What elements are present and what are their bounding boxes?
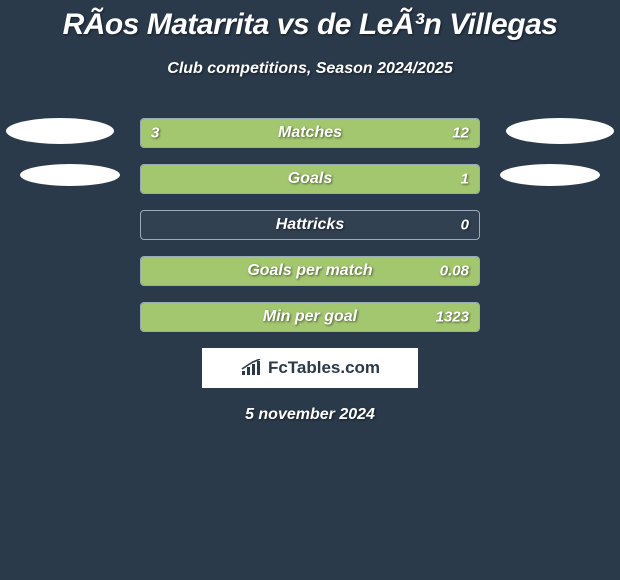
stat-row: Min per goal1323 [140, 302, 480, 332]
player-oval-left-2 [20, 164, 120, 186]
stat-row: Goals1 [140, 164, 480, 194]
chart-icon [240, 359, 262, 377]
stat-label: Matches [141, 124, 479, 142]
stat-bars: 3Matches12 Goals1 Hattricks0 Goals per matc… [140, 118, 480, 332]
stat-label: Min per goal [141, 308, 479, 326]
page-title: RÃ­os Matarrita vs de LeÃ³n Villegas [0, 0, 620, 42]
date-label: 5 november 2024 [0, 406, 620, 424]
player-oval-right-1 [506, 118, 614, 144]
stat-row: Goals per match0.08 [140, 256, 480, 286]
stat-label: Hattricks [141, 216, 479, 234]
stat-row: Hattricks0 [140, 210, 480, 240]
stat-label: Goals per match [141, 262, 479, 280]
brand-badge: FcTables.com [202, 348, 418, 388]
player-oval-left-0 [6, 118, 114, 144]
player-oval-right-3 [500, 164, 600, 186]
stat-value-right: 1 [461, 171, 469, 188]
stat-value-right: 0.08 [440, 263, 469, 280]
comparison-chart: 3Matches12 Goals1 Hattricks0 Goals per matc… [0, 118, 620, 332]
brand-text: FcTables.com [268, 358, 380, 378]
stat-value-right: 1323 [436, 309, 469, 326]
stat-value-right: 12 [452, 125, 469, 142]
stat-row: 3Matches12 [140, 118, 480, 148]
stat-label: Goals [141, 170, 479, 188]
subtitle: Club competitions, Season 2024/2025 [0, 60, 620, 78]
stat-value-right: 0 [461, 217, 469, 234]
